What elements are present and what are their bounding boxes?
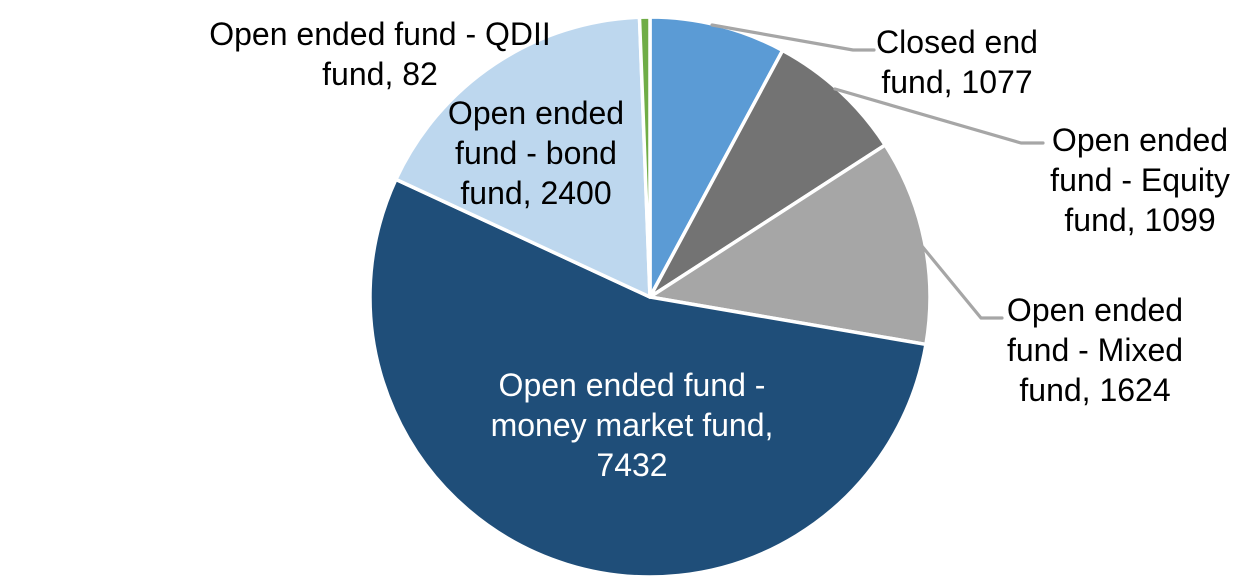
leader-line-mixed-fund	[919, 243, 1004, 320]
leader-line-equity-fund	[833, 87, 1045, 145]
leader-line-closed-end-fund	[710, 23, 876, 52]
data-label-line: fund, 2400	[460, 175, 612, 211]
data-label-line: Open ended fund - QDII	[209, 16, 551, 52]
pie-slice-open-ended-fund-bond-fund[interactable]	[394, 15, 652, 299]
data-label-qdii-fund: Open ended fund - QDII fund, 82	[209, 14, 551, 94]
data-label-line: fund - Equity	[1050, 162, 1230, 198]
pie-slices-group	[368, 15, 932, 579]
data-label-line: fund, 1624	[1019, 372, 1171, 408]
data-label-line: fund - Mixed	[1006, 332, 1184, 368]
data-label-mixed-fund: Open ended fund - Mixed fund, 1624	[1007, 290, 1183, 410]
pie-slice-open-ended-fund-mixed-fund[interactable]	[648, 143, 932, 347]
data-label-line: Open ended fund -	[498, 367, 766, 403]
data-label-line: 7432	[596, 447, 668, 483]
data-label-line: Open ended	[1051, 122, 1229, 158]
data-label-money-market-fund: Open ended fund - money market fund, 743…	[491, 365, 774, 485]
data-label-closed-end-fund: Closed end fund, 1077	[876, 22, 1038, 102]
data-label-line: fund, 1099	[1064, 202, 1216, 238]
pie-slice-open-ended-fund-money-market-fund[interactable]	[368, 177, 928, 579]
pie-slice-open-ended-fund-qdii-fund[interactable]	[637, 15, 652, 299]
data-label-bond-fund: Open ended fund - bond fund, 2400	[448, 93, 624, 213]
data-label-line: Open ended	[447, 95, 625, 131]
data-label-line: Open ended	[1006, 292, 1184, 328]
data-label-line: fund, 1077	[881, 64, 1033, 100]
data-label-line: Closed end	[876, 24, 1038, 60]
data-label-line: fund, 82	[322, 56, 438, 92]
data-label-equity-fund: Open ended fund - Equity fund, 1099	[1050, 120, 1230, 240]
data-label-line: fund - bond	[455, 135, 617, 171]
data-label-line: money market fund,	[490, 407, 774, 443]
